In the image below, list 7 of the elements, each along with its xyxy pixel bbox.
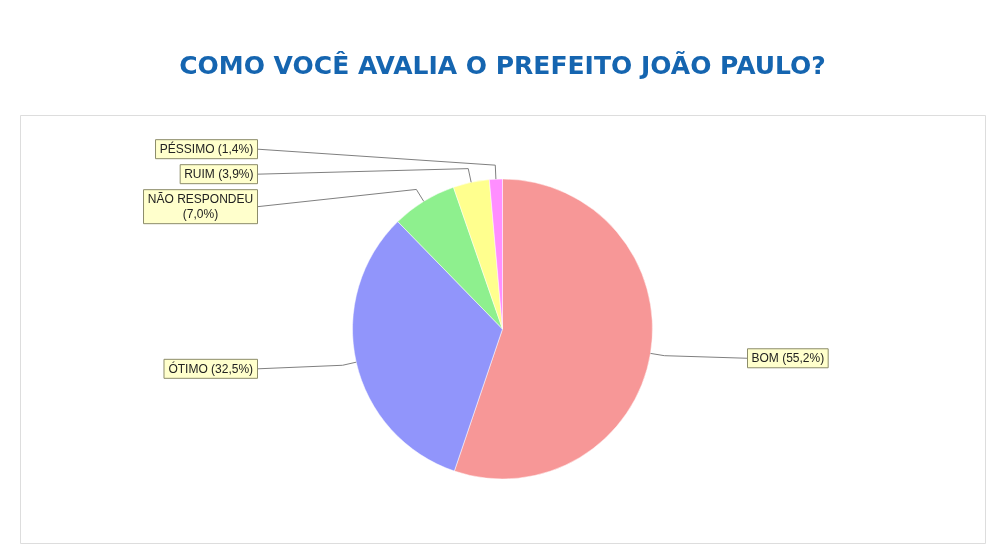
slice-label: RUIM (3,9%) — [184, 167, 254, 182]
slice-label: BOM (55,2%) — [751, 351, 825, 366]
chart-title: COMO VOCÊ AVALIA O PREFEITO JOÃO PAULO? — [179, 51, 826, 80]
data-label: (7,0%) — [182, 207, 219, 222]
slice-label: NÃO RESPONDEU — [147, 192, 254, 207]
slice-label: PÉSSIMO (1,4%) — [159, 141, 254, 157]
slice-label: ÓTIMO (32,5%) — [168, 360, 254, 376]
